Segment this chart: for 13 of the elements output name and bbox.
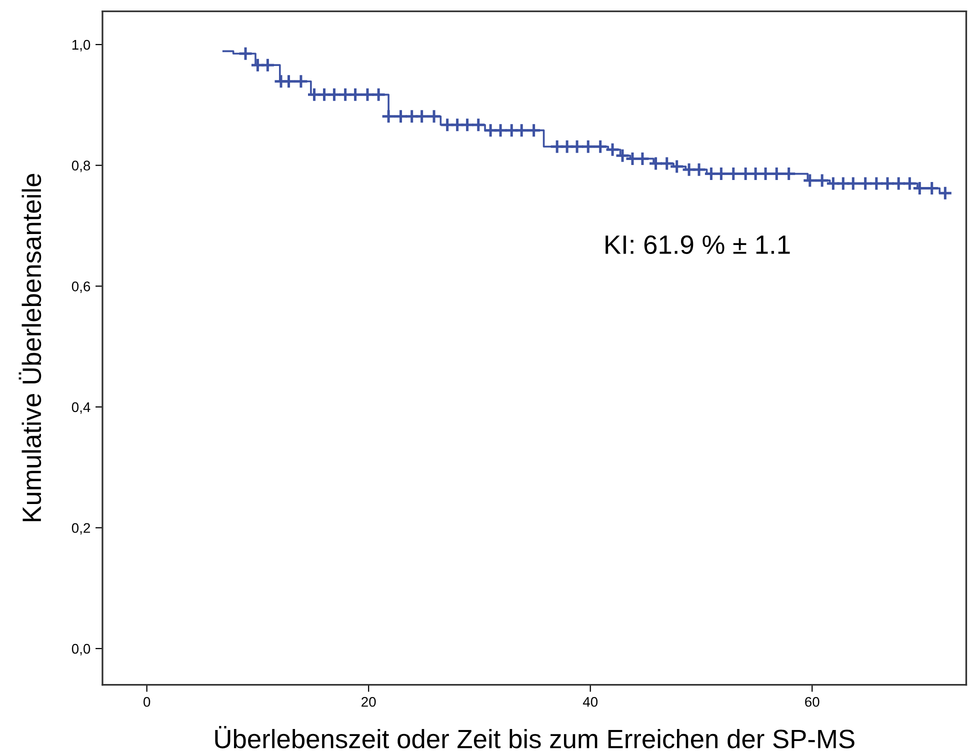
x-tick-label: 0 bbox=[144, 696, 150, 707]
x-axis-title: Überlebenszeit oder Zeit bis zum Erreichen der SP-MS bbox=[215, 726, 854, 748]
x-tick-label: 40 bbox=[582, 696, 598, 707]
annotation: KI: 61.9 % ± 1.1 bbox=[606, 235, 790, 254]
y-tick-label: 0,6 bbox=[72, 281, 90, 293]
y-tick-label: 0,2 bbox=[72, 523, 90, 535]
y-tick-label: 0,8 bbox=[72, 160, 90, 172]
x-tick-label: 20 bbox=[362, 696, 376, 707]
y-tick-label: 1,0 bbox=[72, 40, 90, 52]
y-axis-title: Kumulative Überlebensanteile bbox=[18, 174, 42, 522]
x-tick-label: 60 bbox=[805, 696, 820, 707]
y-tick-label: 0,0 bbox=[72, 644, 90, 656]
y-tick-label: 0,4 bbox=[72, 402, 90, 414]
